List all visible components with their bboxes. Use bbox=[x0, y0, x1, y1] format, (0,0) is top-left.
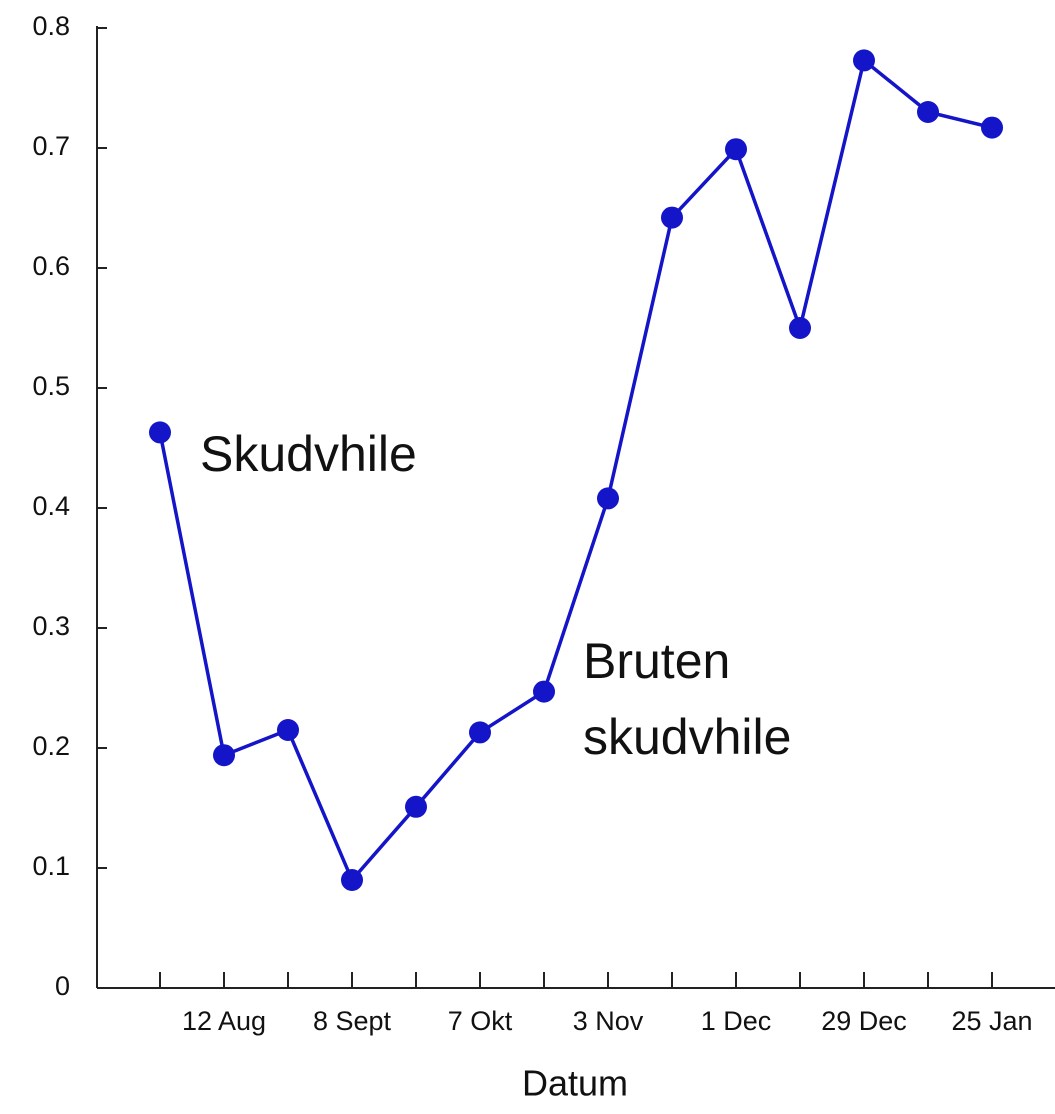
annotation: Bruten bbox=[583, 633, 730, 689]
y-tick-label: 0 bbox=[55, 971, 70, 1001]
y-tick-label: 0.5 bbox=[32, 371, 70, 401]
data-point bbox=[597, 487, 619, 510]
data-point bbox=[981, 116, 1003, 139]
data-point bbox=[917, 101, 939, 123]
data-point bbox=[789, 317, 811, 339]
x-tick-label: 29 Dec bbox=[821, 1006, 907, 1036]
data-point bbox=[853, 49, 875, 72]
x-tick-label: 3 Nov bbox=[573, 1006, 644, 1036]
y-tick-label: 0.2 bbox=[32, 731, 70, 761]
x-tick-label: 7 Okt bbox=[448, 1006, 513, 1036]
data-point bbox=[533, 680, 555, 703]
series-line bbox=[158, 57, 993, 884]
x-tick-label: 25 Jan bbox=[951, 1006, 1032, 1036]
x-axis-label: Datum bbox=[522, 1063, 628, 1104]
annotation: skudvhile bbox=[583, 709, 791, 765]
data-point bbox=[725, 138, 747, 161]
x-tick-label: 1 Dec bbox=[701, 1006, 772, 1036]
annotation: Skudvhile bbox=[200, 426, 417, 482]
data-point bbox=[149, 421, 171, 444]
data-point bbox=[661, 206, 683, 229]
y-tick-label: 0.8 bbox=[32, 11, 70, 41]
x-tick-label: 12 Aug bbox=[182, 1006, 266, 1036]
x-tick-label: 8 Sept bbox=[313, 1006, 392, 1036]
y-tick-label: 0.6 bbox=[32, 251, 70, 281]
y-tick-label: 0.3 bbox=[32, 611, 70, 641]
data-point bbox=[405, 795, 427, 818]
data-point bbox=[213, 744, 235, 767]
y-tick-label: 0.7 bbox=[32, 131, 70, 161]
data-point bbox=[277, 719, 299, 741]
y-tick-label: 0.1 bbox=[32, 851, 70, 881]
data-point bbox=[341, 869, 363, 891]
y-tick-label: 0.4 bbox=[32, 491, 70, 521]
data-point bbox=[469, 721, 491, 744]
